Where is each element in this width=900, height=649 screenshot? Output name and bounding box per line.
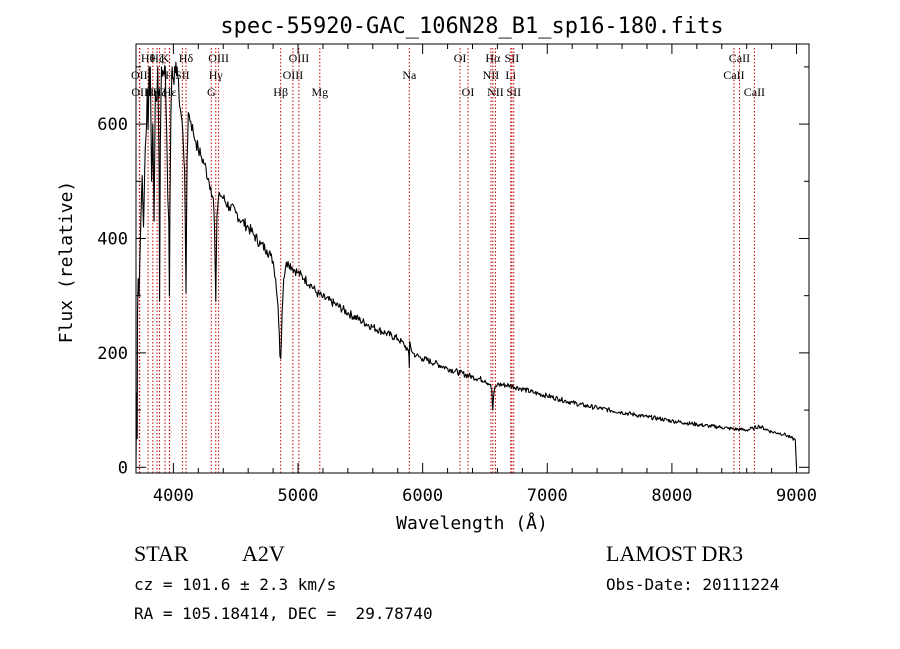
object-type: STAR bbox=[134, 541, 189, 566]
spectral-line-label: Hζ bbox=[153, 85, 167, 99]
spectral-line-label: OII bbox=[131, 68, 148, 82]
chart-title: spec-55920-GAC_106N28_B1_sp16-180.fits bbox=[220, 14, 723, 39]
spectral-line-label: K bbox=[161, 51, 170, 65]
redshift-velocity: cz = 101.6 ± 2.3 km/s bbox=[134, 575, 336, 594]
x-tick-label: 7000 bbox=[527, 486, 568, 506]
spectral-line-label: CaII bbox=[729, 51, 750, 65]
x-axis-label: Wavelength (Å) bbox=[396, 512, 548, 534]
spectral-line-label: NII bbox=[487, 85, 504, 99]
spectral-line-label: Hε bbox=[163, 85, 177, 99]
object-subclass: A2V bbox=[242, 541, 285, 566]
x-tick-label: 9000 bbox=[776, 486, 817, 506]
y-tick-label: 400 bbox=[97, 229, 128, 249]
spectral-line-label: Hδ bbox=[179, 51, 194, 65]
spectral-line-markers: OIIOIIHθHηHζHζKHHεHδSIIGHγOIIIHβOIIIOIII… bbox=[131, 48, 765, 473]
x-tick-label: 6000 bbox=[402, 486, 443, 506]
plot-frame bbox=[135, 43, 810, 474]
spectrum-series-line bbox=[135, 61, 798, 468]
spectral-line-label: SII bbox=[505, 51, 520, 65]
spectral-line-label: Hβ bbox=[273, 85, 288, 99]
survey-label: LAMOST DR3 bbox=[606, 541, 743, 566]
y-tick-label: 600 bbox=[97, 115, 128, 135]
x-tick-label: 8000 bbox=[651, 486, 692, 506]
spectral-line-label: Li bbox=[505, 68, 516, 82]
spectral-line-label: Hζ bbox=[150, 51, 164, 65]
spectral-line-label: Hγ bbox=[209, 68, 224, 82]
y-tick-label: 200 bbox=[97, 344, 128, 364]
spectral-line-label: OIII bbox=[208, 51, 229, 65]
spectral-line-label: Hα bbox=[485, 51, 501, 65]
spectral-line-label: CaII bbox=[744, 85, 765, 99]
spectral-line-label: G bbox=[207, 85, 216, 99]
spectral-line-label: OIII bbox=[283, 68, 304, 82]
spectral-line-label: OI bbox=[454, 51, 467, 65]
spectral-line-label: Mg bbox=[311, 85, 328, 99]
axis-ticks: 4000 5000 6000 7000 8000 9000 0 200 400 600 bbox=[97, 44, 817, 506]
spectral-line-label: CaII bbox=[723, 68, 744, 82]
spectral-line-label: Na bbox=[402, 68, 417, 82]
spectral-line-label: H bbox=[165, 68, 174, 82]
sky-coordinates: RA = 105.18414, DEC = 29.78740 bbox=[134, 604, 433, 623]
x-tick-label: 5000 bbox=[278, 486, 319, 506]
spectral-line-label: OIII bbox=[289, 51, 310, 65]
spectral-line-label: NII bbox=[483, 68, 500, 82]
y-tick-label: 0 bbox=[118, 458, 128, 478]
spectral-line-label: Hθ bbox=[141, 51, 156, 65]
spectral-line-label: OI bbox=[462, 85, 475, 99]
spectral-line-label: SII bbox=[506, 85, 521, 99]
observation-date: Obs-Date: 20111224 bbox=[606, 575, 779, 594]
x-tick-label: 4000 bbox=[153, 486, 194, 506]
y-axis-label: Flux (relative) bbox=[56, 181, 77, 344]
